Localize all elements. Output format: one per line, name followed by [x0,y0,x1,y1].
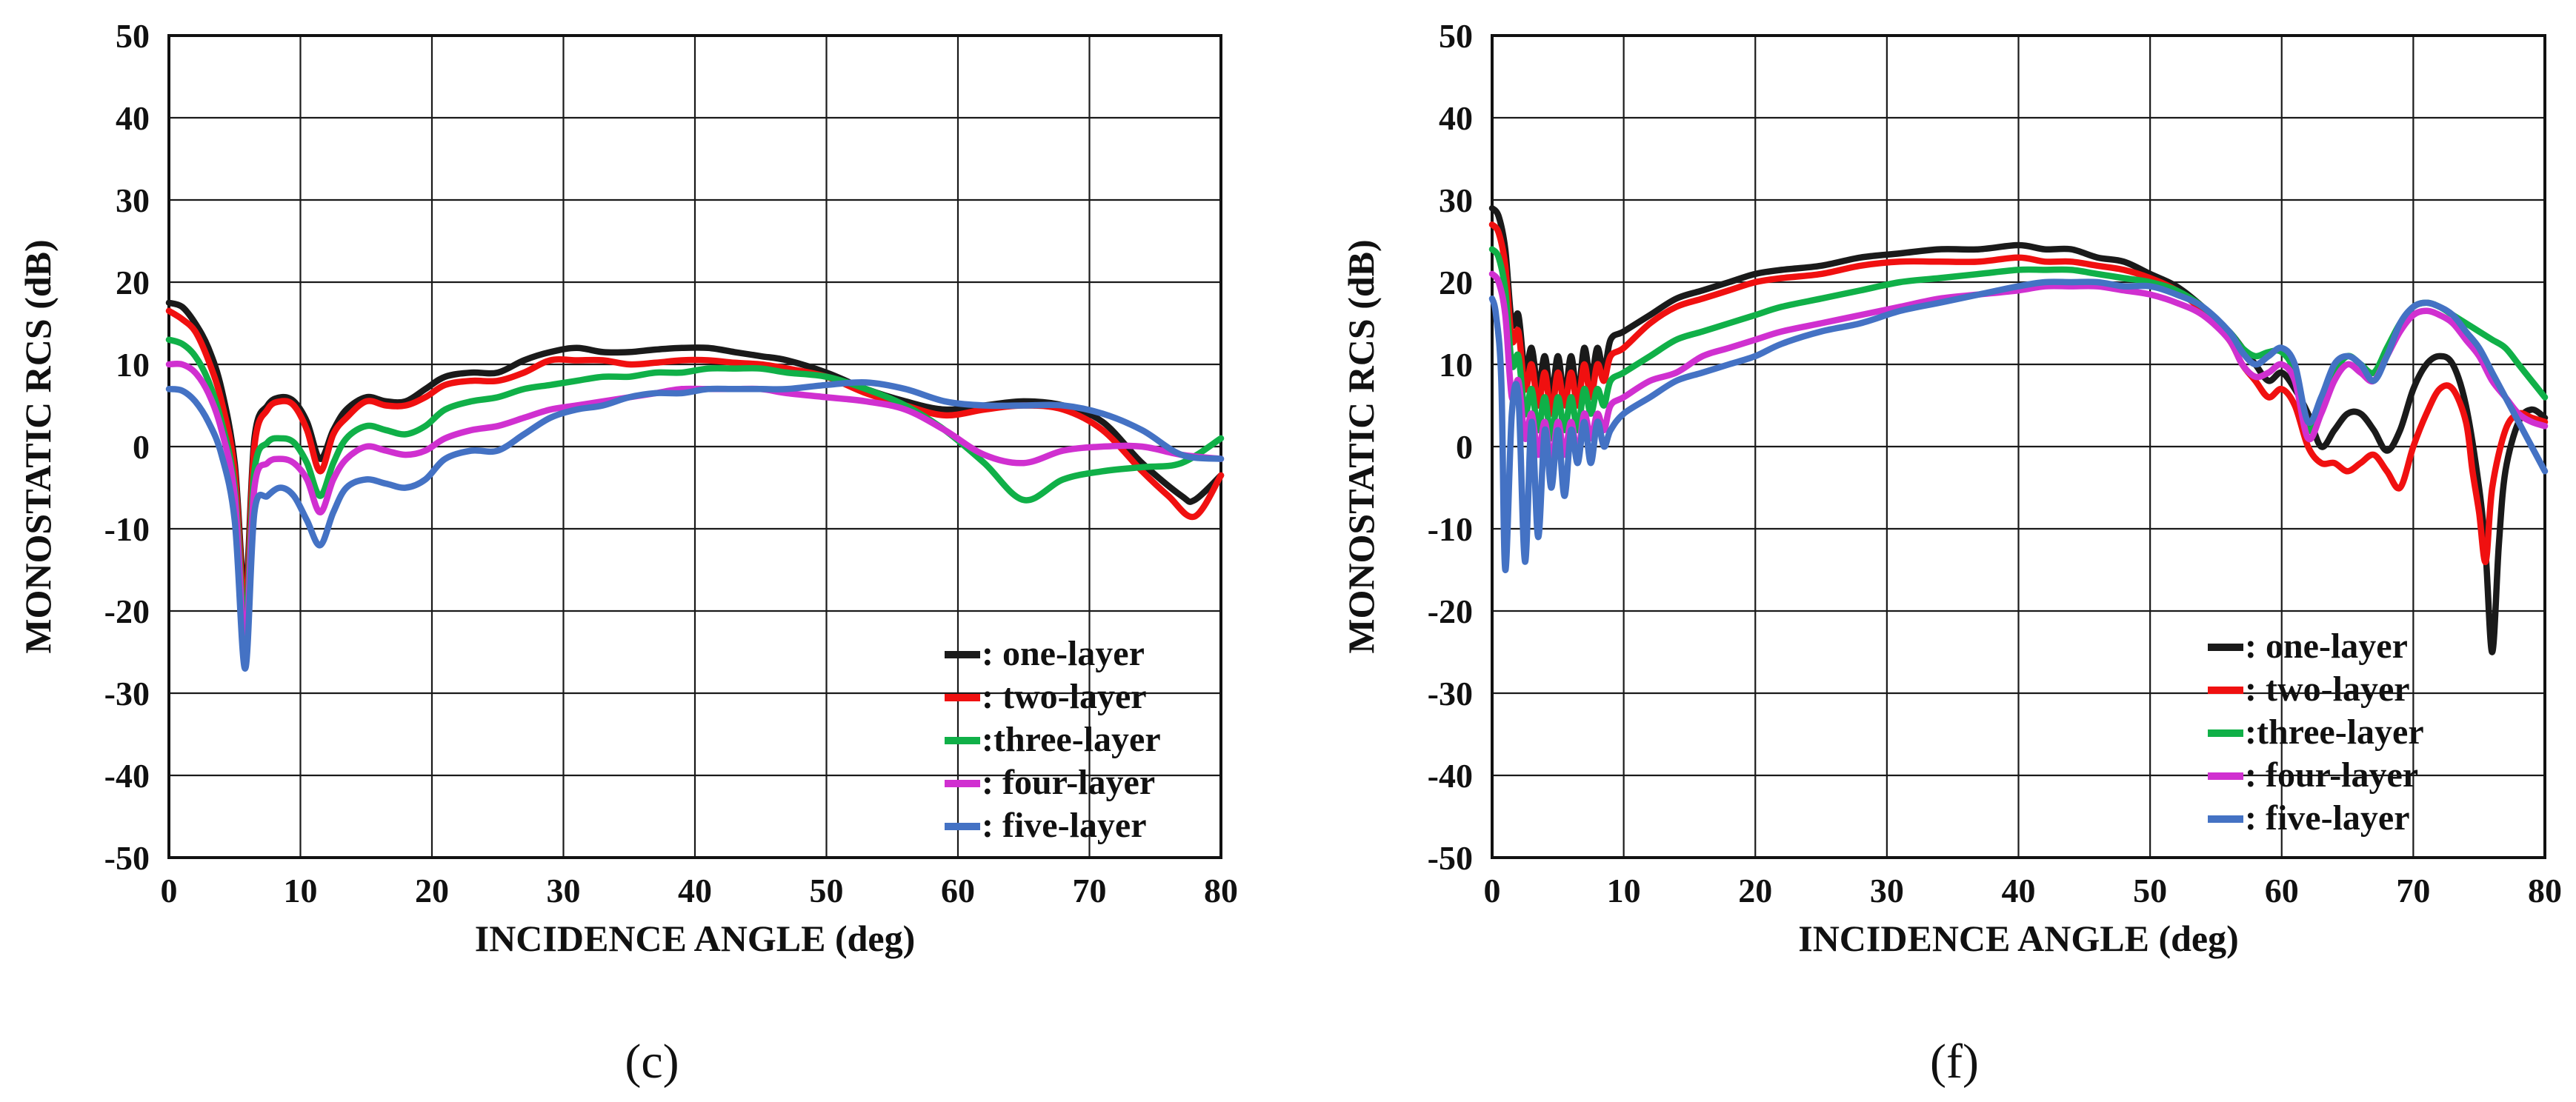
legend-label-4: : four-layer [982,763,1155,802]
y-tick-label: 0 [133,428,150,466]
legend-label-1: : one-layer [2245,627,2408,666]
x-tick-label: 0 [1484,872,1501,909]
x-tick-label: 30 [1870,872,1904,909]
y-tick-label: -30 [1428,675,1473,712]
y-tick-label: 50 [1439,17,1473,55]
x-tick-label: 20 [415,872,449,909]
plot-frame [1491,34,2546,859]
x-tick-label: 80 [2528,872,2562,909]
panel-label: (c) [625,1035,679,1089]
legend-label-1: : one-layer [982,634,1145,673]
x-tick-label: 0 [161,872,178,909]
legend-label-5: : five-layer [982,806,1147,845]
x-tick-label: 80 [1204,872,1238,909]
x-tick-label: 30 [547,872,581,909]
x-tick-label: 60 [941,872,975,909]
legend-label-3: :three-layer [2245,712,2424,752]
series-layer [165,204,2549,672]
y-tick-label: 40 [116,99,150,137]
y-tick-label: 40 [1439,99,1473,137]
y-tick-label: -10 [1428,510,1473,548]
legend-label-2: : two-layer [2245,669,2410,709]
x-tick-label: 70 [2396,872,2430,909]
y-tick-label: 20 [1439,264,1473,301]
series-line-5 [165,378,1225,672]
y-tick-label: 20 [116,264,150,301]
grid-layer [167,34,2546,859]
series-line-2 [1488,221,2549,565]
y-tick-label: -20 [1428,592,1473,630]
x-tick-label: 10 [1607,872,1641,909]
plot-frame [167,34,1222,859]
x-axis-label: INCIDENCE ANGLE (deg) [1798,918,2239,959]
x-tick-label: 20 [1738,872,1772,909]
y-tick-label: 0 [1456,428,1473,466]
y-axis-label: MONOSTATIC RCS (dB) [1340,239,1382,653]
legend-label-5: : five-layer [2245,798,2410,838]
y-axis-label: MONOSTATIC RCS (dB) [17,239,59,653]
series-line-4 [1488,270,2549,467]
x-tick-label: 40 [2002,872,2036,909]
y-tick-label: -30 [104,675,150,712]
y-tick-label: 30 [1439,181,1473,219]
series-line-5 [1488,278,2549,573]
y-tick-label: -40 [1428,757,1473,795]
x-tick-label: 70 [1073,872,1107,909]
y-tick-label: 10 [1439,346,1473,384]
y-tick-label: -20 [104,592,150,630]
y-tick-label: 50 [116,17,150,55]
x-tick-label: 10 [284,872,318,909]
legend-label-4: : four-layer [2245,755,2418,795]
y-tick-label: 30 [116,181,150,219]
x-tick-label: 50 [810,872,844,909]
y-tick-label: -50 [1428,839,1473,877]
legend-label-2: : two-layer [982,677,1147,716]
x-tick-label: 50 [2133,872,2167,909]
y-tick-label: 10 [116,346,150,384]
y-tick-label: -40 [104,757,150,795]
x-tick-label: 40 [678,872,712,909]
x-axis-label: INCIDENCE ANGLE (deg) [475,918,916,959]
panel-label: (f) [1930,1035,1979,1089]
y-tick-label: -10 [104,510,150,548]
y-tick-label: -50 [104,839,150,877]
text-layer: 0 10 20 30 40 50 60 70 80 50 40 30 20 10 0 -10 -20 -30 -40… [17,17,2562,1089]
legend-label-3: :three-layer [982,720,1161,759]
x-tick-label: 60 [2265,872,2299,909]
